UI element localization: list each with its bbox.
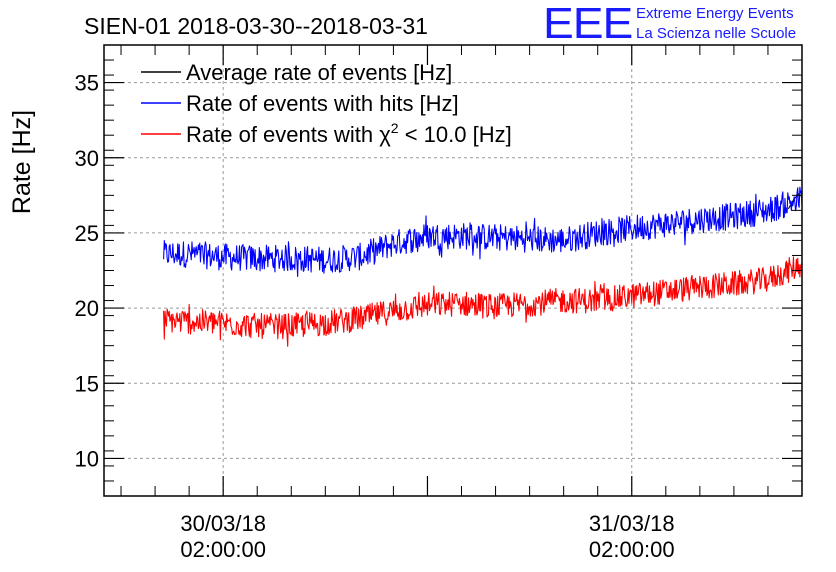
series-lines [163, 186, 803, 347]
legend-label-hits: Rate of events with hits [Hz] [186, 91, 459, 116]
series-line-2 [163, 256, 803, 347]
x-tick-label-time: 02:00:00 [589, 537, 675, 562]
y-tick-label: 25 [75, 221, 99, 246]
legend-label-average: Average rate of events [Hz] [186, 60, 452, 85]
y-axis-label: Rate [Hz] [8, 110, 36, 214]
grid-lines [104, 45, 802, 496]
series-line-1 [163, 186, 803, 278]
chi-symbol: χ [379, 122, 391, 147]
eee-logo: EEE Extreme Energy Events La Scienza nel… [543, 2, 833, 48]
legend-label-chi2: Rate of events with χ2 < 10.0 [Hz] [186, 120, 512, 147]
eee-logo-line2: La Scienza nelle Scuole [636, 25, 797, 42]
x-tick-label-date: 31/03/18 [589, 511, 675, 536]
tick-labels: 10152025303530/03/1802:00:0031/03/1802:0… [75, 71, 675, 562]
legend: Average rate of events [Hz] Rate of even… [141, 60, 512, 147]
chart-title: SIEN-01 2018-03-30--2018-03-31 [84, 13, 428, 39]
y-tick-label: 30 [75, 146, 99, 171]
y-tick-label: 20 [75, 296, 99, 321]
chi-superscript: 2 [391, 120, 399, 136]
axis-ticks [104, 44, 803, 497]
y-tick-label: 35 [75, 71, 99, 96]
x-tick-label-time: 02:00:00 [180, 537, 266, 562]
y-tick-label: 10 [75, 446, 99, 471]
y-tick-label: 15 [75, 371, 99, 396]
eee-logo-mark: EEE [543, 0, 633, 48]
eee-logo-line1: Extreme Energy Events [636, 5, 794, 22]
x-tick-label-date: 30/03/18 [180, 511, 266, 536]
